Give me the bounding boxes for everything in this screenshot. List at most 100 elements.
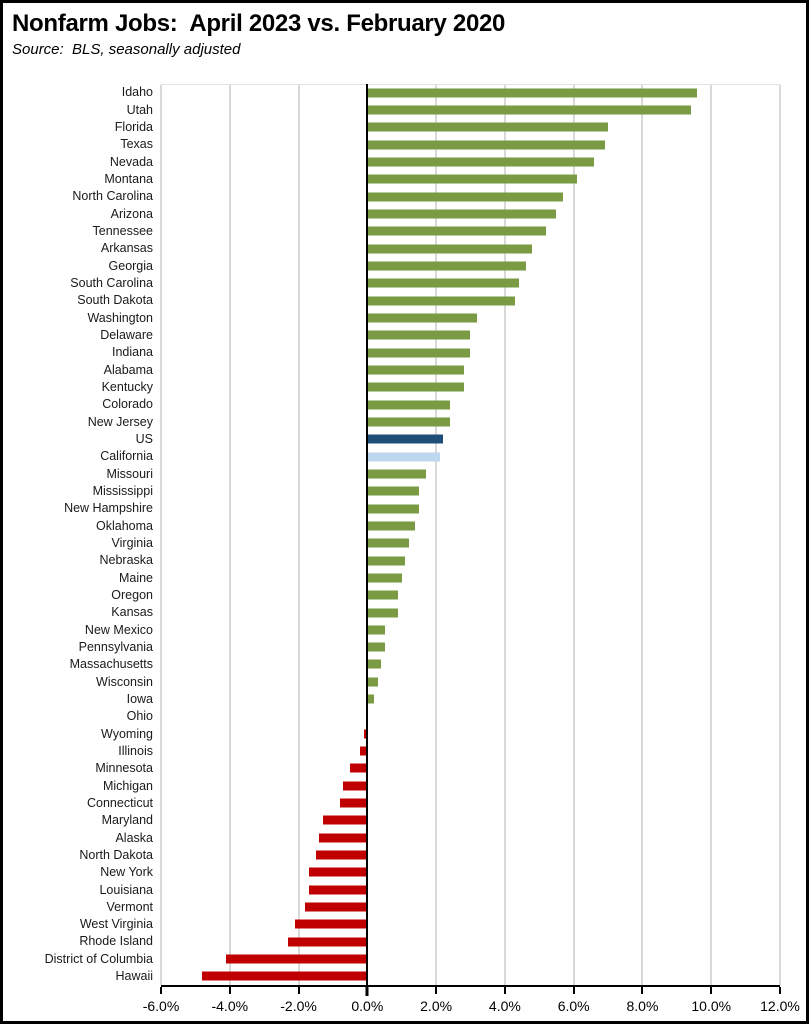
bar-row: Arizona [3, 205, 806, 222]
bar-missouri [367, 469, 426, 479]
chart-source-note: Source: BLS, seasonally adjusted [12, 40, 241, 58]
y-axis-label: Nevada [109, 154, 153, 169]
bar-maine [367, 573, 402, 583]
bar-indiana [367, 348, 471, 358]
bar-track [161, 881, 780, 898]
bar-track [161, 552, 780, 569]
y-axis-label: Connecticut [86, 795, 153, 810]
bar-track [161, 119, 780, 136]
axis-tick [503, 987, 506, 994]
y-axis-label: Maine [118, 570, 153, 585]
bar-row: Wyoming [3, 725, 806, 742]
bar-row: Rhode Island [3, 933, 806, 950]
y-axis-label: Indiana [111, 345, 153, 360]
bar-track [161, 431, 780, 448]
bar-row: Idaho [3, 84, 806, 101]
bar-row: Florida [3, 119, 806, 136]
bar-washington [367, 313, 478, 323]
y-axis-label: Rhode Island [79, 934, 153, 949]
y-axis-label: Arizona [110, 206, 153, 221]
bar-track [161, 742, 780, 759]
y-axis-label: North Carolina [72, 189, 153, 204]
bar-track [161, 777, 780, 794]
y-axis-label: Vermont [106, 899, 153, 914]
bar-row: Montana [3, 171, 806, 188]
bar-row: Colorado [3, 396, 806, 413]
bar-north-dakota [315, 850, 368, 860]
bar-track [161, 898, 780, 915]
bar-row: Delaware [3, 327, 806, 344]
bar-row: Mississippi [3, 483, 806, 500]
bar-illinois [360, 746, 368, 756]
y-axis-label: Iowa [126, 691, 153, 706]
y-axis-label: South Carolina [70, 276, 153, 291]
bar-row: Vermont [3, 898, 806, 915]
bar-connecticut [339, 798, 368, 808]
bar-row: Texas [3, 136, 806, 153]
bar-california [367, 452, 440, 462]
y-axis-label: New Jersey [87, 414, 153, 429]
bar-row: South Dakota [3, 292, 806, 309]
bar-track [161, 708, 780, 725]
y-axis-label: District of Columbia [44, 951, 153, 966]
bar-texas [367, 140, 605, 150]
bar-oklahoma [367, 521, 416, 531]
bar-track [161, 379, 780, 396]
y-axis-label: New Mexico [84, 622, 153, 637]
bar-montana [367, 174, 578, 184]
y-axis-label: Florida [114, 120, 153, 135]
bar-track [161, 84, 780, 101]
bar-row: Arkansas [3, 240, 806, 257]
axis-tick [228, 987, 231, 994]
bar-oregon [367, 590, 399, 600]
bar-row: Georgia [3, 257, 806, 274]
bar-row: Massachusetts [3, 656, 806, 673]
bar-colorado [367, 400, 450, 410]
bar-track [161, 240, 780, 257]
bar-track [161, 569, 780, 586]
bar-row: New Hampshire [3, 500, 806, 517]
bar-track [161, 916, 780, 933]
y-axis-label: New York [100, 865, 153, 880]
x-axis-tick-label: 2.0% [420, 998, 453, 1014]
y-axis-label: Maryland [101, 813, 153, 828]
bar-row: Louisiana [3, 881, 806, 898]
y-axis-label: Wyoming [101, 726, 153, 741]
bar-track [161, 448, 780, 465]
bar-massachusetts [367, 659, 382, 669]
bar-row: Nevada [3, 153, 806, 170]
axis-tick [297, 987, 300, 994]
bar-row: South Carolina [3, 275, 806, 292]
bar-track [161, 656, 780, 673]
bar-north-carolina [367, 192, 564, 202]
bar-new-jersey [367, 417, 450, 427]
y-axis-label: US [135, 431, 153, 446]
bar-row: Kansas [3, 604, 806, 621]
axis-tick [435, 987, 438, 994]
y-axis-label: Mississippi [92, 483, 153, 498]
bar-track [161, 188, 780, 205]
bar-virginia [367, 538, 409, 548]
y-axis-label: Michigan [102, 778, 153, 793]
y-axis-label: Kansas [111, 605, 153, 620]
bar-row: Alabama [3, 361, 806, 378]
bar-row: North Dakota [3, 846, 806, 863]
axis-tick [572, 987, 575, 994]
y-axis-label: Pennsylvania [78, 639, 153, 654]
bar-track [161, 794, 780, 811]
x-axis-tick-label: -2.0% [280, 998, 317, 1014]
bar-vermont [305, 902, 368, 912]
bar-track [161, 101, 780, 118]
bar-row: Michigan [3, 777, 806, 794]
y-axis-label: South Dakota [77, 293, 153, 308]
bar-track [161, 812, 780, 829]
bar-track [161, 153, 780, 170]
bar-track [161, 205, 780, 222]
y-axis-label: New Hampshire [64, 501, 153, 516]
y-axis-label: Alaska [115, 830, 153, 845]
y-axis-label: California [100, 449, 153, 464]
y-axis-label: Tennessee [92, 224, 153, 239]
bar-row: Alaska [3, 829, 806, 846]
bar-nebraska [367, 556, 406, 566]
bar-idaho [367, 88, 698, 98]
